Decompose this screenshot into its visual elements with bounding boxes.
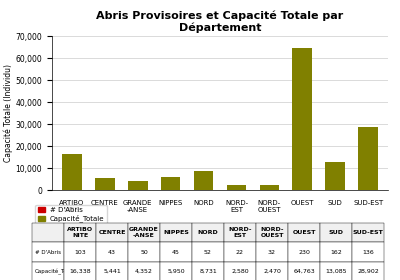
Bar xyxy=(62,155,82,190)
Bar xyxy=(260,185,279,190)
Bar xyxy=(194,171,214,190)
Legend: # D'Abris, Capacité_Totale: # D'Abris, Capacité_Totale xyxy=(36,205,107,225)
Bar xyxy=(161,177,180,190)
Title: Abris Provisoires et Capacité Totale par
Département: Abris Provisoires et Capacité Totale par… xyxy=(96,10,344,33)
Bar xyxy=(226,185,246,190)
Bar xyxy=(95,178,114,190)
Bar xyxy=(358,127,378,190)
Bar xyxy=(326,162,345,190)
Bar xyxy=(292,48,312,190)
Bar xyxy=(128,181,148,190)
Y-axis label: Capacité Totale (Individu): Capacité Totale (Individu) xyxy=(3,64,13,162)
